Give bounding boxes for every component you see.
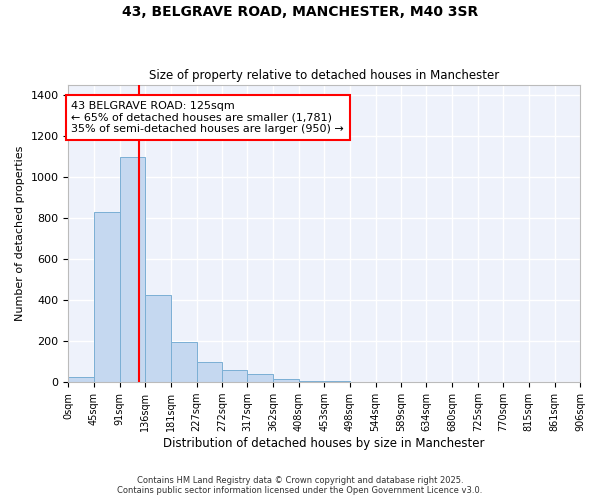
Text: 43 BELGRAVE ROAD: 125sqm
← 65% of detached houses are smaller (1,781)
35% of sem: 43 BELGRAVE ROAD: 125sqm ← 65% of detach…	[71, 101, 344, 134]
Bar	[145, 295, 170, 382]
Y-axis label: Number of detached properties: Number of detached properties	[15, 146, 25, 321]
Bar	[170, 342, 197, 382]
Bar	[273, 378, 299, 382]
Text: Contains HM Land Registry data © Crown copyright and database right 2025.
Contai: Contains HM Land Registry data © Crown c…	[118, 476, 482, 495]
Text: 43, BELGRAVE ROAD, MANCHESTER, M40 3SR: 43, BELGRAVE ROAD, MANCHESTER, M40 3SR	[122, 5, 478, 19]
Bar	[68, 377, 94, 382]
Bar	[222, 370, 247, 382]
Bar	[324, 381, 350, 382]
X-axis label: Distribution of detached houses by size in Manchester: Distribution of detached houses by size …	[163, 437, 485, 450]
Bar	[197, 362, 222, 382]
Bar	[94, 212, 120, 382]
Title: Size of property relative to detached houses in Manchester: Size of property relative to detached ho…	[149, 69, 499, 82]
Bar	[120, 158, 145, 382]
Bar	[247, 374, 273, 382]
Bar	[299, 380, 324, 382]
